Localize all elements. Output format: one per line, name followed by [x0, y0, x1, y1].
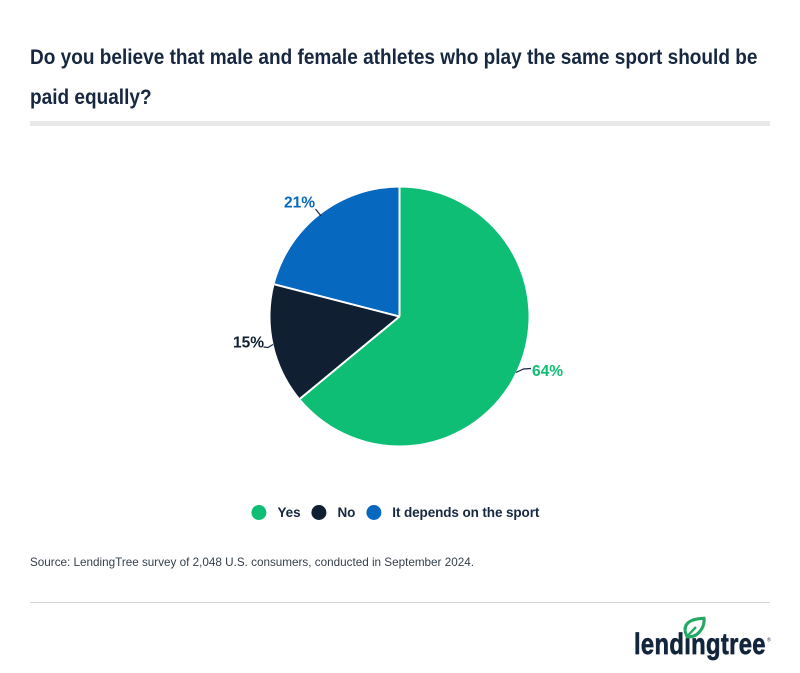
- svg-text:64%: 64%: [532, 363, 563, 380]
- svg-text:15%: 15%: [233, 334, 264, 351]
- svg-text:®: ®: [767, 637, 771, 644]
- svg-text:21%: 21%: [284, 195, 315, 212]
